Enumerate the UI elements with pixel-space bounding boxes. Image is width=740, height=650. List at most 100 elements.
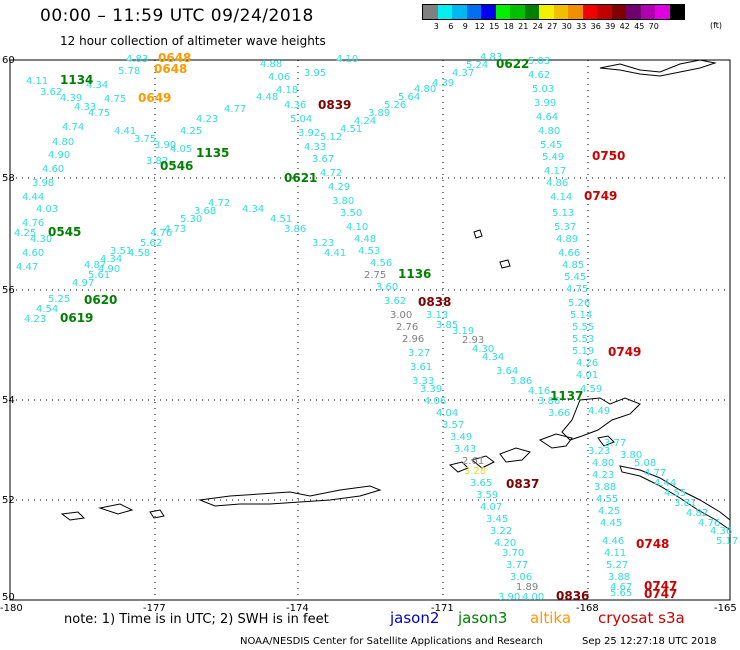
wave-value: 3.77 bbox=[604, 438, 626, 449]
wave-height-legend: 3 6 9 12 15 18 21 24 27 30 33 36 39 42 45 70 bbox=[422, 4, 685, 31]
wave-value: 5.30 bbox=[180, 214, 202, 225]
wave-value: 3.90 bbox=[154, 140, 176, 151]
wave-value: 3.43 bbox=[454, 444, 476, 455]
lat-label: 54 bbox=[2, 395, 15, 406]
wave-value: 3.86 bbox=[284, 224, 306, 235]
wave-value: 3.27 bbox=[408, 348, 430, 359]
wave-value: 4.37 bbox=[452, 68, 474, 79]
wave-value: 4.67 bbox=[610, 582, 632, 593]
wave-value: 3.57 bbox=[442, 420, 464, 431]
wave-value: 4.60 bbox=[42, 164, 64, 175]
wave-value: 5.49 bbox=[542, 152, 564, 163]
track-label: 0749 bbox=[608, 345, 641, 359]
legend-label: 3 bbox=[433, 22, 439, 31]
wave-value: 4.44 bbox=[22, 192, 44, 203]
wave-value: 3.19 bbox=[452, 326, 474, 337]
wave-value: 4.54 bbox=[36, 304, 58, 315]
wave-value: 4.77 bbox=[224, 104, 246, 115]
track-label: 0747 bbox=[644, 587, 677, 601]
wave-value: 3.22 bbox=[490, 526, 512, 537]
wave-value: 4.49 bbox=[588, 406, 610, 417]
wave-value: 4.76 bbox=[150, 228, 172, 239]
legend-label: 15 bbox=[489, 22, 500, 31]
wave-value: 2.93 bbox=[462, 335, 484, 346]
wave-value: 5.03 bbox=[528, 56, 550, 67]
grid-lines bbox=[10, 60, 730, 600]
wave-value: 3.50 bbox=[340, 208, 362, 219]
track-label: 0619 bbox=[60, 311, 93, 325]
wave-value: 4.53 bbox=[358, 246, 380, 257]
legend-label: 36 bbox=[590, 22, 601, 31]
wave-value: 4.44 bbox=[654, 478, 676, 489]
wave-value: 4.34 bbox=[100, 254, 122, 265]
legend-labels: 3 6 9 12 15 18 21 24 27 30 33 36 39 42 45 70 bbox=[422, 22, 685, 31]
wave-value: 3.13 bbox=[426, 310, 448, 321]
wave-value: 1.89 bbox=[516, 582, 538, 593]
legend-unit: (ft) bbox=[710, 21, 723, 30]
track-label: 0838 bbox=[418, 295, 451, 309]
wave-value: 3.98 bbox=[32, 178, 54, 189]
legend-swatch bbox=[452, 5, 467, 19]
wave-value: 3.88 bbox=[594, 482, 616, 493]
footer-credit: NOAA/NESDIS Center for Satellite Applica… bbox=[240, 636, 543, 647]
lon-label: -171 bbox=[431, 603, 454, 614]
wave-value: 4.83 bbox=[480, 52, 502, 63]
wave-value: 5.26 bbox=[568, 298, 590, 309]
legend-label: 39 bbox=[605, 22, 616, 31]
wave-value: 4.36 bbox=[284, 100, 306, 111]
wave-value: 5.45 bbox=[540, 140, 562, 151]
wave-value: 4.90 bbox=[98, 264, 120, 275]
wave-value: 4.33 bbox=[74, 102, 96, 113]
wave-value: 4.10 bbox=[336, 54, 358, 65]
wave-value: 3.60 bbox=[376, 282, 398, 293]
page-title: 00:00 – 11:59 UTC 09/24/2018 bbox=[40, 6, 314, 26]
wave-value: 4.39 bbox=[432, 78, 454, 89]
wave-value: 4.47 bbox=[16, 262, 38, 273]
legend-swatch bbox=[640, 5, 655, 19]
wave-value: 5.12 bbox=[320, 132, 342, 143]
wave-value: 4.25 bbox=[180, 126, 202, 137]
wave-value: 3.49 bbox=[450, 432, 472, 443]
wave-value: 3.86 bbox=[538, 396, 560, 407]
legend-label: 70 bbox=[648, 22, 659, 31]
wave-value: 5.62 bbox=[140, 238, 162, 249]
wave-value: 3.06 bbox=[510, 572, 532, 583]
track-label: 0749 bbox=[584, 189, 617, 203]
wave-value: 4.86 bbox=[546, 178, 568, 189]
wave-value: 4.24 bbox=[354, 116, 376, 127]
wave-value: 4.80 bbox=[414, 84, 436, 95]
wave-value: 4.18 bbox=[276, 85, 298, 96]
legend-swatch bbox=[539, 5, 554, 19]
wave-value: 5.04 bbox=[290, 114, 312, 125]
wave-value: 2.75 bbox=[364, 270, 386, 281]
wave-value: 3.62 bbox=[384, 296, 406, 307]
track-label: 0748 bbox=[636, 537, 669, 551]
track-label: 0546 bbox=[160, 159, 193, 173]
wave-value: 4.76 bbox=[698, 518, 720, 529]
wave-value: 3.88 bbox=[608, 572, 630, 583]
wave-value: 3.51 bbox=[110, 246, 132, 257]
wave-value: 4.76 bbox=[22, 218, 44, 229]
wave-value: 5.08 bbox=[634, 458, 656, 469]
wave-value: 3.67 bbox=[312, 154, 334, 165]
track-label: 0622 bbox=[496, 57, 529, 71]
legend-swatch bbox=[655, 5, 670, 19]
wave-value: 4.56 bbox=[370, 258, 392, 269]
wave-value: 5.37 bbox=[554, 222, 576, 233]
wave-value: 4.14 bbox=[550, 192, 572, 203]
wave-value: 3.86 bbox=[510, 376, 532, 387]
wave-value: 4.55 bbox=[596, 494, 618, 505]
legend-swatch bbox=[611, 5, 626, 19]
wave-value: 4.17 bbox=[544, 166, 566, 177]
lat-label: 56 bbox=[2, 285, 15, 296]
wave-value: 4.16 bbox=[528, 386, 550, 397]
lon-label: -180 bbox=[0, 603, 23, 614]
wave-value: 3.99 bbox=[534, 98, 556, 109]
wave-value: 5.55 bbox=[572, 322, 594, 333]
wave-value: 4.66 bbox=[558, 248, 580, 259]
wave-value: 3.64 bbox=[496, 366, 518, 377]
wave-value: 5.26 bbox=[384, 100, 406, 111]
track-label: 1135 bbox=[196, 146, 229, 160]
wave-value: 5.61 bbox=[88, 270, 110, 281]
lon-label: -168 bbox=[576, 603, 599, 614]
